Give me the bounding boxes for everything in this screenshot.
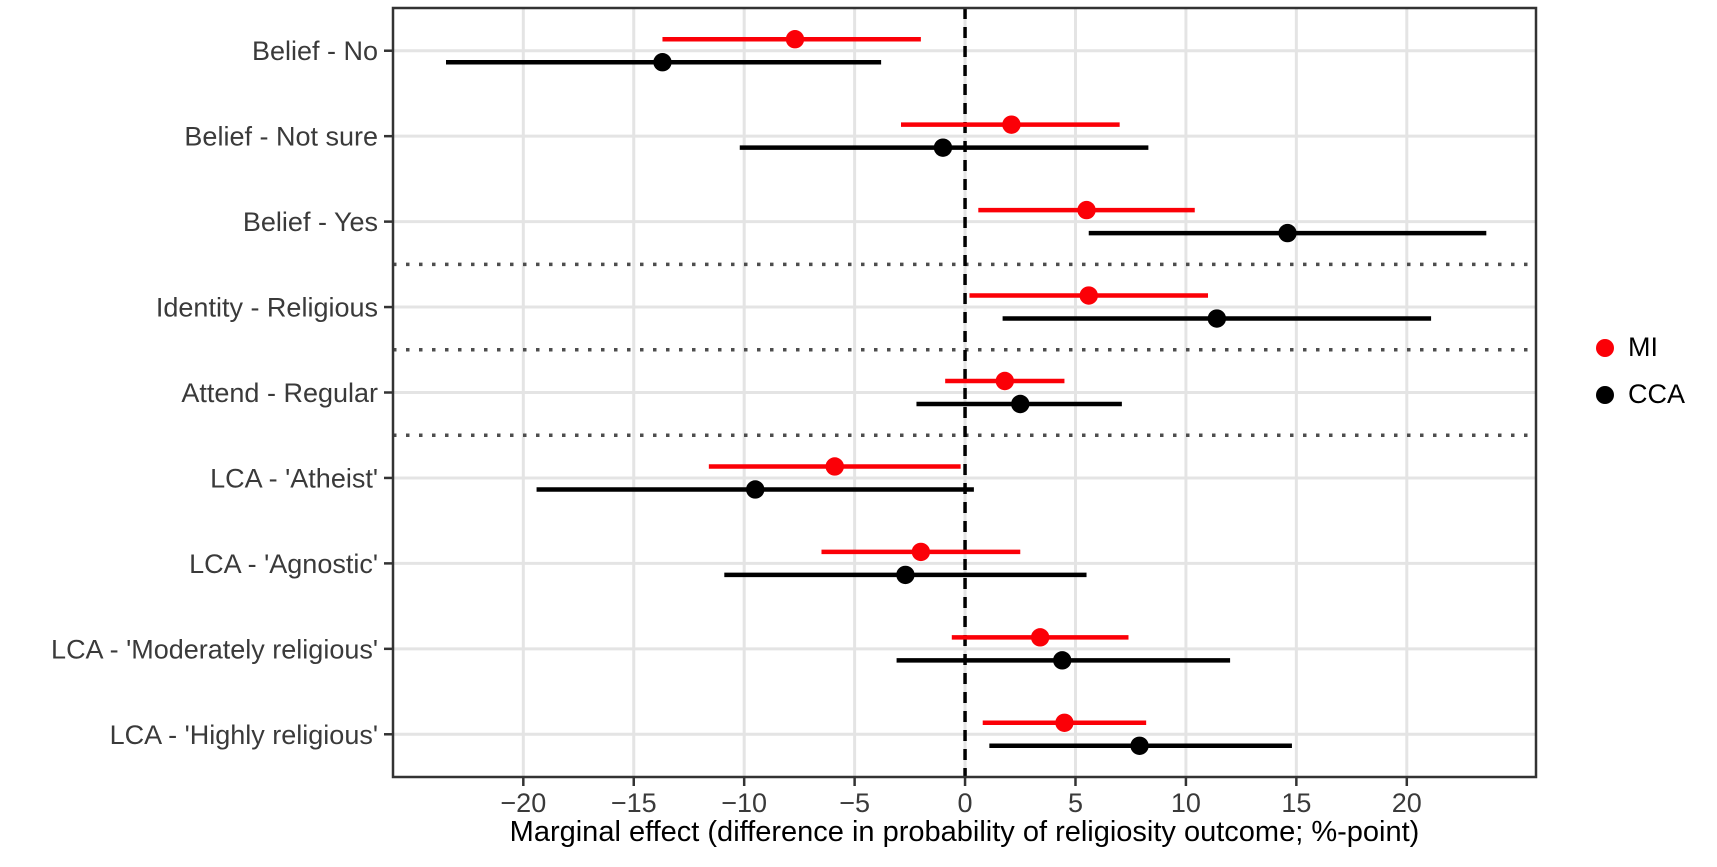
legend-entry-cca: CCA <box>1596 379 1685 410</box>
point-mi <box>911 542 931 562</box>
legend-entry-mi: MI <box>1596 332 1685 363</box>
point-cca <box>1207 309 1227 328</box>
x-tick-label: 5 <box>1068 788 1083 818</box>
legend-label-mi: MI <box>1628 332 1658 362</box>
point-mi <box>825 457 844 476</box>
point-cca <box>896 565 915 585</box>
y-category-label: Attend - Regular <box>181 378 378 408</box>
point-mi <box>785 30 805 49</box>
y-category-label: LCA - 'Atheist' <box>210 463 378 493</box>
y-category-label: Belief - Yes <box>243 207 378 237</box>
x-tick-label: 0 <box>958 788 973 818</box>
legend-marker-cca-icon <box>1596 385 1614 404</box>
x-tick-label: 10 <box>1171 788 1201 818</box>
x-tick-label: −10 <box>721 788 767 818</box>
legend: MI CCA <box>1596 332 1685 410</box>
y-category-label: LCA - 'Highly religious' <box>110 720 378 750</box>
point-cca <box>653 53 672 72</box>
point-mi <box>1079 286 1098 305</box>
point-cca <box>1130 736 1149 755</box>
x-tick-label: 15 <box>1281 788 1311 818</box>
x-tick-label: −15 <box>611 788 657 818</box>
y-category-label: Identity - Religious <box>156 293 378 323</box>
y-category-label: LCA - 'Agnostic' <box>189 549 378 579</box>
x-tick-label: 20 <box>1392 788 1422 818</box>
point-mi <box>1077 200 1096 220</box>
x-tick-label: −5 <box>839 788 870 818</box>
x-axis-title: Marginal effect (difference in probabili… <box>509 816 1420 848</box>
legend-label-cca: CCA <box>1628 379 1686 409</box>
point-cca <box>1278 223 1297 243</box>
point-cca <box>933 138 953 157</box>
point-cca <box>746 480 765 499</box>
legend-marker-mi-icon <box>1596 338 1614 357</box>
point-mi <box>1055 713 1074 732</box>
point-mi <box>995 371 1015 391</box>
x-tick-label: −20 <box>500 788 546 818</box>
point-mi <box>1030 628 1050 647</box>
point-cca <box>1011 394 1030 414</box>
point-mi <box>1002 115 1021 134</box>
y-category-label: LCA - 'Moderately religious' <box>51 634 378 664</box>
y-category-label: Belief - No <box>252 36 378 66</box>
point-cca <box>1053 651 1072 670</box>
y-category-label: Belief - Not sure <box>184 122 378 152</box>
